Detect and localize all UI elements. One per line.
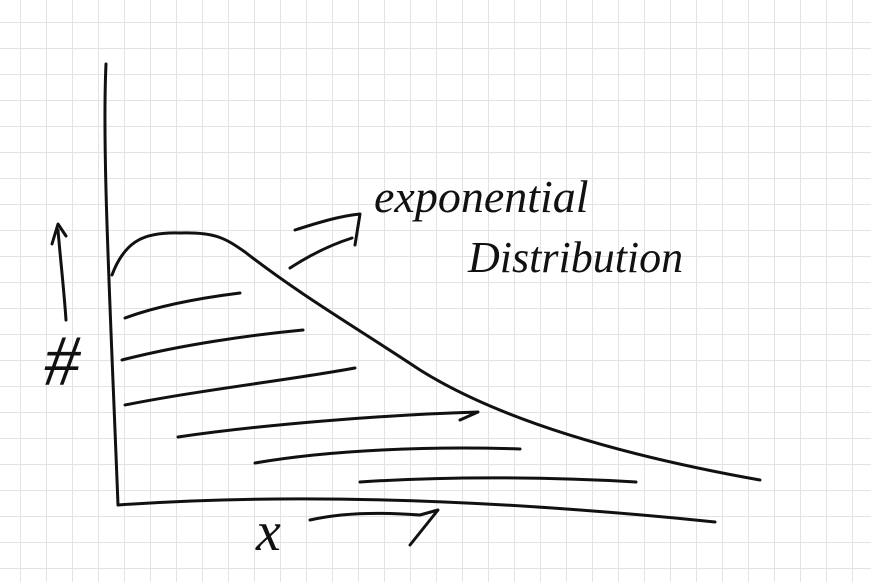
y-label: #: [44, 321, 82, 401]
hatch: [253, 446, 522, 465]
hatch: [120, 328, 305, 362]
hatch: [176, 410, 480, 439]
hatch: [358, 476, 638, 484]
arrow: [50, 222, 68, 322]
hatch: [123, 366, 357, 407]
x-label: x: [255, 501, 281, 563]
y-axis: [103, 62, 120, 507]
arrow: [288, 236, 354, 270]
curve: [110, 231, 762, 482]
arrow: [293, 212, 362, 247]
title-line: Distribution: [467, 233, 683, 282]
title-line: exponential: [374, 171, 589, 222]
arrow: [308, 508, 440, 547]
x-axis: [116, 497, 717, 524]
hatch: [123, 291, 242, 320]
